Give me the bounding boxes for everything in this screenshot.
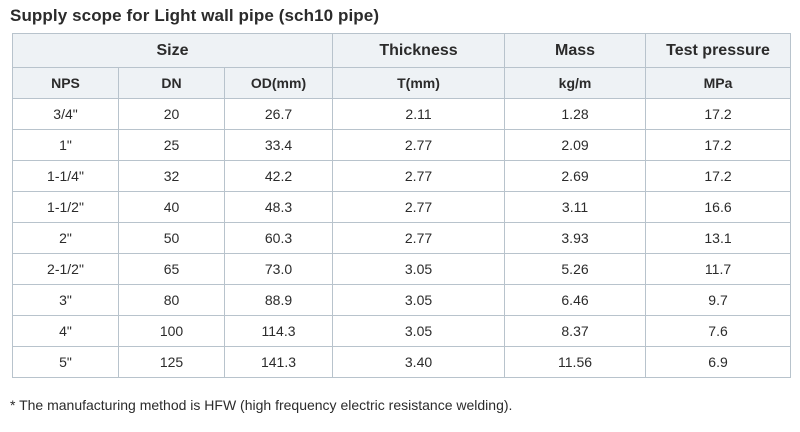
thickness-cell: 2.77 [332,222,506,254]
table-row: 4" 100 114.3 3.05 8.37 7.6 [12,315,792,347]
pressure-cell: 9.7 [645,284,792,316]
page-title: Supply scope for Light wall pipe (sch10 … [10,6,380,25]
od-cell: 26.7 [223,98,334,130]
mass-cell: 2.09 [504,129,647,161]
mass-cell: 1.28 [504,98,647,130]
mass-cell: 3.11 [504,191,647,223]
header-size: Size [11,33,334,68]
od-cell: 141.3 [223,346,334,378]
footnote: * The manufacturing method is HFW (high … [10,397,513,413]
thickness-cell: 2.11 [332,98,506,130]
thickness-cell: 2.77 [332,191,506,223]
subheader-od: OD(mm) [223,67,334,99]
table-row: 2" 50 60.3 2.77 3.93 13.1 [12,222,792,254]
mass-cell: 3.93 [504,222,647,254]
nps-cell: 1-1/4" [12,160,119,192]
dn-cell: 65 [118,253,225,285]
nps-cell: 4" [12,315,119,347]
pressure-cell: 6.9 [645,346,792,378]
thickness-cell: 3.05 [332,315,506,347]
od-cell: 114.3 [223,315,334,347]
mass-cell: 2.69 [504,160,647,192]
od-cell: 60.3 [223,222,334,254]
mass-cell: 5.26 [504,253,647,285]
mass-cell: 8.37 [504,315,647,347]
thickness-cell: 2.77 [332,160,506,192]
thickness-cell: 3.05 [332,284,506,316]
thickness-cell: 3.40 [332,346,506,378]
table-body: 3/4" 20 26.7 2.11 1.28 17.2 1" 25 33.4 2.77 2.09 17… [12,98,792,378]
nps-cell: 5" [12,346,119,378]
mass-cell: 11.56 [504,346,647,378]
subheader-pressure-unit: MPa [645,67,792,99]
header-mass: Mass [504,33,647,68]
od-cell: 88.9 [223,284,334,316]
nps-cell: 1" [12,129,119,161]
dn-cell: 50 [118,222,225,254]
table-row: 3/4" 20 26.7 2.11 1.28 17.2 [12,98,792,130]
table-row: 5" 125 141.3 3.40 11.56 6.9 [12,346,792,378]
pressure-cell: 7.6 [645,315,792,347]
nps-cell: 3" [12,284,119,316]
table-row: 1-1/2" 40 48.3 2.77 3.11 16.6 [12,191,792,223]
pressure-cell: 17.2 [645,160,792,192]
header-test-pressure: Test pressure [645,33,792,68]
mass-cell: 6.46 [504,284,647,316]
nps-cell: 3/4" [12,98,119,130]
header-group-row: Size Thickness Mass Test pressure [11,33,792,68]
thickness-cell: 3.05 [332,253,506,285]
table-row: 3" 80 88.9 3.05 6.46 9.7 [12,284,792,316]
dn-cell: 100 [118,315,225,347]
pressure-cell: 17.2 [645,98,792,130]
dn-cell: 40 [118,191,225,223]
thickness-cell: 2.77 [332,129,506,161]
table-row: 1" 25 33.4 2.77 2.09 17.2 [12,129,792,161]
nps-cell: 1-1/2" [12,191,119,223]
subheader-thickness-unit: T(mm) [332,67,506,99]
pressure-cell: 13.1 [645,222,792,254]
dn-cell: 125 [118,346,225,378]
dn-cell: 25 [118,129,225,161]
table-row: 2-1/2" 65 73.0 3.05 5.26 11.7 [12,253,792,285]
nps-cell: 2-1/2" [12,253,119,285]
nps-cell: 2" [12,222,119,254]
pressure-cell: 16.6 [645,191,792,223]
dn-cell: 32 [118,160,225,192]
header-unit-row: NPS DN OD(mm) T(mm) kg/m MPa [12,67,792,99]
pipe-spec-table: Size Thickness Mass Test pressure NPS DN… [11,33,792,378]
od-cell: 73.0 [223,253,334,285]
od-cell: 42.2 [223,160,334,192]
subheader-mass-unit: kg/m [504,67,647,99]
dn-cell: 20 [118,98,225,130]
subheader-nps: NPS [12,67,119,99]
pressure-cell: 17.2 [645,129,792,161]
header-thickness: Thickness [332,33,506,68]
subheader-dn: DN [118,67,225,99]
table-row: 1-1/4" 32 42.2 2.77 2.69 17.2 [12,160,792,192]
od-cell: 48.3 [223,191,334,223]
dn-cell: 80 [118,284,225,316]
pressure-cell: 11.7 [645,253,792,285]
od-cell: 33.4 [223,129,334,161]
